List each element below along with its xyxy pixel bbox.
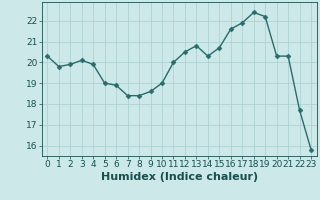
X-axis label: Humidex (Indice chaleur): Humidex (Indice chaleur) (100, 172, 258, 182)
